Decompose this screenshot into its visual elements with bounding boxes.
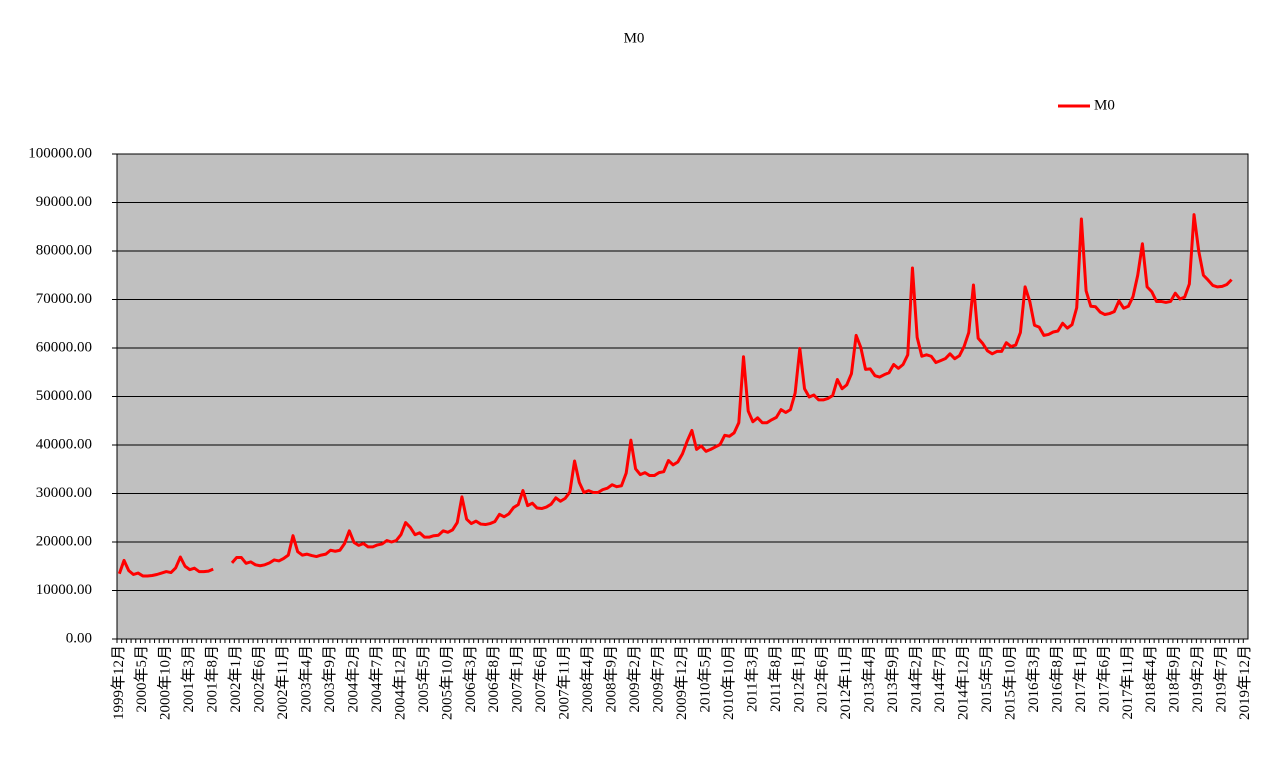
x-tick-label: 2009年7月 [649,645,666,713]
x-tick-label: 2000年5月 [133,645,150,713]
y-tick-label: 60000.00 [36,339,92,355]
x-tick-label: 2001年8月 [204,645,221,713]
x-tick-label: 2013年4月 [861,645,878,713]
x-tick-label: 2007年6月 [532,645,549,713]
y-tick-label: 100000.00 [28,145,92,161]
x-tick-label: 2004年12月 [391,645,408,720]
x-tick-label: 2019年7月 [1213,645,1230,713]
x-tick-label: 2012年6月 [814,645,831,713]
x-tick-label: 2010年10月 [720,645,737,720]
x-tick-label: 2002年11月 [274,645,291,719]
x-tick-label: 2015年5月 [978,645,995,713]
chart-title: M0 [624,30,645,46]
x-tick-label: 2014年2月 [908,645,925,713]
x-tick-label: 2019年2月 [1189,645,1206,713]
x-tick-label: 2009年12月 [673,645,690,720]
y-tick-label: 80000.00 [36,242,92,258]
x-tick-label: 2002年6月 [251,645,268,713]
data-line [117,213,1233,578]
x-tick-label: 2018年4月 [1142,645,1159,713]
x-tick-label: 2009年2月 [626,645,643,713]
x-tick-label: 2010年5月 [696,645,713,713]
y-tick-label: 0.00 [66,630,92,646]
x-tick-label: 2007年1月 [509,645,526,713]
x-tick-label: 2006年3月 [462,645,479,713]
x-tick-label: 2004年7月 [368,645,385,713]
x-tick-label: 2013年9月 [884,645,901,713]
x-tick-label: 2017年1月 [1072,645,1089,713]
x-tick-label: 2005年10月 [438,645,455,720]
x-tick-label: 2017年11月 [1119,645,1136,719]
x-tick-label: 2016年3月 [1025,645,1042,713]
x-tick-label: 2000年10月 [157,645,174,720]
y-tick-label: 70000.00 [36,291,92,307]
y-tick-label: 90000.00 [36,194,92,210]
x-tick-label: 2008年4月 [579,645,596,713]
x-tick-label: 1999年12月 [110,645,127,720]
x-tick-label: 2012年1月 [790,645,807,713]
y-tick-label: 40000.00 [36,436,92,452]
y-tick-label: 30000.00 [36,485,92,501]
x-tick-label: 2011年3月 [743,645,760,712]
x-tick-label: 2002年1月 [227,645,244,713]
x-tick-label: 2019年12月 [1236,645,1253,720]
x-tick-label: 2015年10月 [1001,645,1018,720]
x-tick-label: 2001年3月 [180,645,197,713]
x-tick-label: 2007年11月 [556,645,573,719]
y-tick-label: 50000.00 [36,388,92,404]
x-tick-label: 2005年5月 [415,645,432,713]
x-tick-label: 2014年12月 [955,645,972,720]
x-tick-label: 2016年8月 [1048,645,1065,713]
x-tick-label: 2012年11月 [837,645,854,719]
x-tick-label: 2018年9月 [1166,645,1183,713]
x-tick-label: 2006年8月 [485,645,502,713]
x-tick-label: 2003年4月 [298,645,315,713]
x-tick-label: 2011年8月 [767,645,784,712]
legend-label: M0 [1094,97,1115,113]
x-tick-label: 2004年2月 [344,645,361,713]
x-tick-label: 2008年9月 [603,645,620,713]
x-tick-label: 2003年9月 [321,645,338,713]
x-tick-label: 2017年6月 [1095,645,1112,713]
y-tick-label: 10000.00 [36,582,92,598]
y-tick-label: 20000.00 [36,533,92,549]
x-tick-label: 2014年7月 [931,645,948,713]
